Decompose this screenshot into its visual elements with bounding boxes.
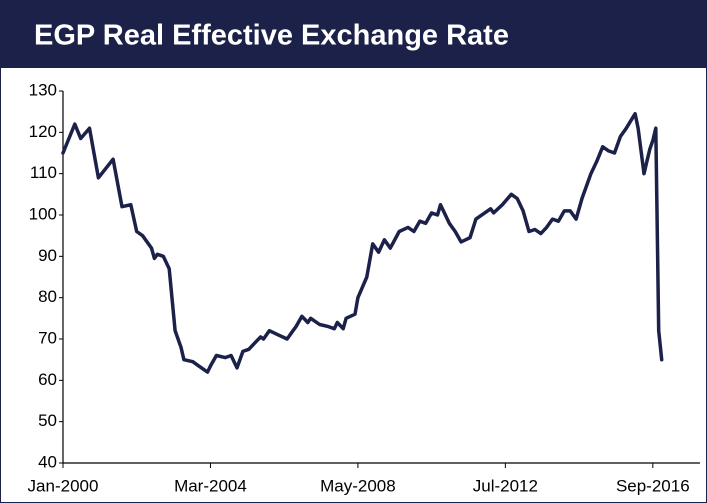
y-tick-label: 100 (29, 204, 57, 223)
y-tick-label: 60 (38, 370, 57, 389)
y-tick-label: 50 (38, 411, 57, 430)
x-tick-label: Jul-2012 (473, 476, 538, 495)
x-tick-label: Jan-2000 (28, 476, 99, 495)
y-tick-label: 70 (38, 328, 57, 347)
x-tick-label: Sep-2016 (616, 476, 690, 495)
y-tick-label: 120 (29, 122, 57, 141)
y-tick-label: 40 (38, 452, 57, 471)
x-tick-label: May-2008 (320, 476, 396, 495)
chart-title: EGP Real Effective Exchange Rate (34, 20, 509, 52)
y-tick-label: 110 (30, 163, 57, 182)
y-tick-label: 130 (29, 80, 57, 99)
y-tick-label: 80 (38, 287, 57, 306)
y-tick-label: 90 (38, 246, 57, 265)
title-bar (0, 0, 707, 68)
line-series (61, 111, 664, 374)
x-tick-label: Mar-2004 (174, 476, 247, 495)
